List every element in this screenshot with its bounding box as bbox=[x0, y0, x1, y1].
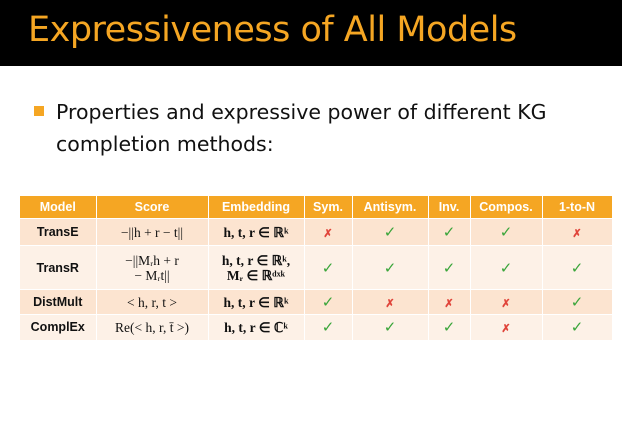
property-cell: ✓ bbox=[304, 245, 353, 290]
cross-icon: ✗ bbox=[572, 227, 582, 240]
embedding-line: h, t, r ∈ ℝᵏ, bbox=[221, 252, 291, 268]
embedding-line: h, t, r ∈ ℂᵏ bbox=[224, 319, 288, 335]
table-header-row: Model Score Embedding Sym. Antisym. Inv.… bbox=[20, 196, 613, 219]
property-cell: ✓ bbox=[428, 218, 471, 246]
check-icon: ✓ bbox=[570, 259, 584, 277]
cross-icon: ✗ bbox=[323, 227, 333, 240]
table-row: DistMult < h, r, t > h, t, r ∈ ℝᵏ ✓ ✗ ✗ … bbox=[20, 289, 613, 315]
model-name: TransE bbox=[20, 218, 97, 246]
header-cell: Model bbox=[20, 196, 97, 219]
header-cell: Sym. bbox=[304, 196, 353, 219]
property-cell: ✓ bbox=[352, 218, 429, 246]
model-name: DistMult bbox=[20, 289, 97, 315]
property-cell: ✗ bbox=[304, 218, 353, 246]
check-icon: ✓ bbox=[442, 224, 456, 241]
cross-icon: ✗ bbox=[444, 297, 454, 310]
header-cell: 1-to-N bbox=[542, 196, 613, 219]
bullet-text: Properties and expressive power of diffe… bbox=[56, 100, 547, 156]
header-cell: Compos. bbox=[470, 196, 543, 219]
property-cell: ✓ bbox=[304, 314, 353, 340]
header-cell: Embedding bbox=[208, 196, 305, 219]
model-name: TransR bbox=[20, 245, 97, 290]
property-cell: ✓ bbox=[470, 245, 543, 290]
property-cell: ✗ bbox=[428, 289, 471, 315]
model-comparison-table: Model Score Embedding Sym. Antisym. Inv.… bbox=[20, 196, 613, 340]
embedding-line: Mᵣ ∈ ℝᵈˣᵏ bbox=[226, 267, 286, 283]
embedding-space: h, t, r ∈ ℂᵏ bbox=[208, 314, 305, 340]
header-cell: Inv. bbox=[428, 196, 471, 219]
property-cell: ✗ bbox=[470, 289, 543, 315]
check-icon: ✓ bbox=[499, 224, 513, 241]
header-cell: Score bbox=[96, 196, 209, 219]
cross-icon: ✗ bbox=[385, 297, 395, 310]
embedding-space: h, t, r ∈ ℝᵏ bbox=[208, 218, 305, 246]
embedding-space: h, t, r ∈ ℝᵏ, Mᵣ ∈ ℝᵈˣᵏ bbox=[208, 245, 305, 290]
property-cell: ✗ bbox=[352, 289, 429, 315]
score-line: −||Mᵣh + r bbox=[125, 252, 179, 268]
embedding-line: h, t, r ∈ ℝᵏ bbox=[223, 294, 289, 310]
property-cell: ✓ bbox=[428, 314, 471, 340]
property-cell: ✓ bbox=[542, 289, 613, 315]
model-name: ComplEx bbox=[20, 314, 97, 340]
slide-title: Expressiveness of All Models bbox=[28, 10, 517, 50]
check-icon: ✓ bbox=[570, 319, 584, 337]
check-icon: ✓ bbox=[321, 294, 335, 311]
check-icon: ✓ bbox=[383, 319, 397, 337]
score-formula: −||Mᵣh + r − Mᵣt|| bbox=[96, 245, 209, 290]
check-icon: ✓ bbox=[442, 319, 456, 337]
property-cell: ✓ bbox=[304, 289, 353, 315]
property-cell: ✓ bbox=[352, 245, 429, 290]
property-cell: ✗ bbox=[470, 314, 543, 340]
check-icon: ✓ bbox=[442, 259, 456, 277]
score-line: − Mᵣt|| bbox=[134, 267, 170, 283]
header-cell: Antisym. bbox=[352, 196, 429, 219]
property-cell: ✓ bbox=[542, 245, 613, 290]
table-row: TransE −||h + r − t|| h, t, r ∈ ℝᵏ ✗ ✓ ✓… bbox=[20, 218, 613, 246]
property-cell: ✓ bbox=[542, 314, 613, 340]
title-bar: Expressiveness of All Models bbox=[0, 0, 622, 66]
score-formula: Re(< h, r, t̄ >) bbox=[96, 314, 209, 340]
bullet-square-icon bbox=[34, 106, 44, 116]
property-cell: ✓ bbox=[352, 314, 429, 340]
score-line: −||h + r − t|| bbox=[120, 224, 184, 240]
embedding-line: h, t, r ∈ ℝᵏ bbox=[223, 224, 289, 240]
table-row: TransR −||Mᵣh + r − Mᵣt|| h, t, r ∈ ℝᵏ, … bbox=[20, 245, 613, 290]
score-line: < h, r, t > bbox=[127, 294, 177, 310]
cross-icon: ✗ bbox=[501, 322, 511, 335]
score-formula: −||h + r − t|| bbox=[96, 218, 209, 246]
property-cell: ✓ bbox=[470, 218, 543, 246]
check-icon: ✓ bbox=[570, 294, 584, 311]
check-icon: ✓ bbox=[383, 259, 397, 277]
score-line: Re(< h, r, t̄ >) bbox=[115, 319, 189, 335]
property-cell: ✗ bbox=[542, 218, 613, 246]
table-row: ComplEx Re(< h, r, t̄ >) h, t, r ∈ ℂᵏ ✓ … bbox=[20, 314, 613, 340]
check-icon: ✓ bbox=[321, 259, 335, 277]
check-icon: ✓ bbox=[499, 259, 513, 277]
property-cell: ✓ bbox=[428, 245, 471, 290]
score-formula: < h, r, t > bbox=[96, 289, 209, 315]
check-icon: ✓ bbox=[321, 319, 335, 337]
embedding-space: h, t, r ∈ ℝᵏ bbox=[208, 289, 305, 315]
check-icon: ✓ bbox=[383, 224, 397, 241]
cross-icon: ✗ bbox=[501, 297, 511, 310]
